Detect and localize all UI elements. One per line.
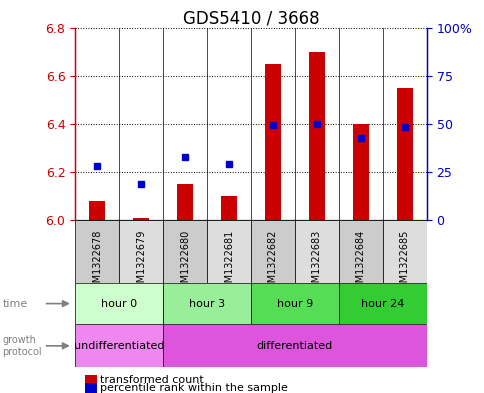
Bar (177, 184, 192, 220)
Bar (338, 283, 426, 324)
Text: GSM1322683: GSM1322683 (311, 230, 321, 295)
Text: hour 3: hour 3 (189, 299, 225, 309)
Bar (163, 283, 251, 324)
Bar (163, 324, 426, 367)
Text: growth
protocol: growth protocol (2, 335, 42, 356)
Title: GDS5410 / 3668: GDS5410 / 3668 (182, 9, 318, 28)
Text: transformed count: transformed count (100, 375, 204, 385)
Bar (352, 124, 368, 220)
Text: GSM1322678: GSM1322678 (92, 230, 102, 295)
Bar (251, 220, 294, 283)
Bar (396, 88, 412, 220)
Bar (382, 220, 426, 283)
Bar (309, 51, 324, 220)
Bar (119, 220, 163, 283)
Bar (75, 283, 163, 324)
Bar (221, 196, 236, 220)
Text: hour 0: hour 0 (101, 299, 137, 309)
Text: differentiated: differentiated (257, 341, 333, 351)
Bar (163, 220, 207, 283)
Text: undifferentiated: undifferentiated (74, 341, 164, 351)
Text: percentile rank within the sample: percentile rank within the sample (100, 383, 287, 393)
Bar (207, 220, 251, 283)
Text: GSM1322684: GSM1322684 (355, 230, 365, 295)
Text: GSM1322682: GSM1322682 (268, 230, 277, 295)
Bar (294, 220, 338, 283)
Text: time: time (2, 299, 28, 309)
Bar (338, 220, 382, 283)
Bar (75, 220, 119, 283)
Bar (251, 283, 338, 324)
Bar (265, 64, 280, 220)
Text: hour 9: hour 9 (276, 299, 312, 309)
Text: GSM1322679: GSM1322679 (136, 230, 146, 295)
Bar (133, 218, 149, 220)
Bar (89, 201, 105, 220)
Text: GSM1322680: GSM1322680 (180, 230, 190, 295)
Bar (75, 324, 163, 367)
Text: hour 24: hour 24 (361, 299, 404, 309)
Text: GSM1322685: GSM1322685 (399, 230, 409, 295)
Text: GSM1322681: GSM1322681 (224, 230, 233, 295)
